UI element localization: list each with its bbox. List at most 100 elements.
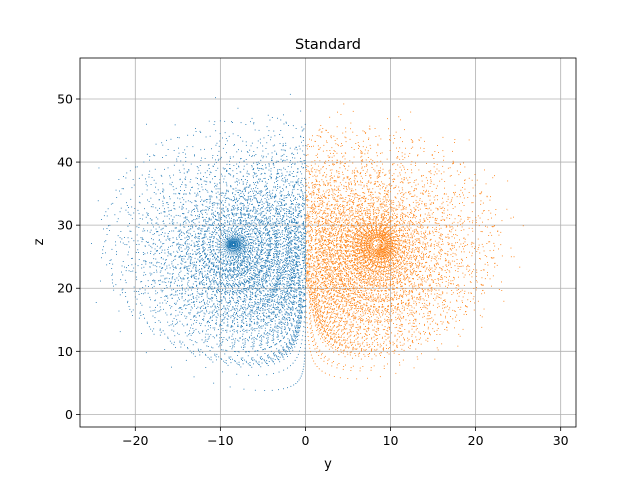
scatter-point: [226, 240, 228, 242]
scatter-point: [207, 300, 208, 302]
scatter-point: [243, 246, 245, 248]
scatter-point: [261, 334, 262, 336]
scatter-point: [268, 301, 270, 303]
scatter-point: [275, 257, 277, 259]
scatter-point: [230, 245, 232, 247]
scatter-point: [286, 299, 288, 301]
scatter-point: [209, 258, 211, 260]
scatter-point: [176, 250, 178, 252]
scatter-point: [273, 338, 275, 340]
scatter-point: [242, 342, 244, 344]
scatter-point: [117, 235, 119, 237]
scatter-point: [275, 249, 277, 251]
scatter-point: [231, 213, 233, 215]
scatter-point: [166, 215, 168, 217]
scatter-point: [240, 298, 242, 300]
scatter-point: [256, 282, 258, 284]
scatter-point: [248, 304, 249, 306]
scatter-point: [209, 199, 211, 200]
scatter-point: [273, 162, 274, 164]
scatter-point: [250, 233, 251, 235]
scatter-point: [253, 336, 255, 338]
scatter-point: [280, 169, 282, 171]
scatter-point: [169, 267, 171, 269]
scatter-point: [219, 289, 221, 290]
scatter-point: [305, 199, 306, 201]
scatter-point: [284, 160, 286, 162]
scatter-point: [297, 254, 299, 256]
scatter-point: [202, 246, 204, 248]
scatter-point: [252, 211, 254, 212]
scatter-point: [212, 165, 214, 167]
scatter-point: [274, 308, 276, 310]
scatter-point: [237, 332, 238, 334]
scatter-point: [265, 228, 267, 230]
scatter-point: [253, 363, 254, 365]
scatter-point: [230, 238, 232, 239]
scatter-point: [217, 289, 219, 290]
scatter-point: [245, 266, 247, 268]
scatter-point: [220, 252, 222, 254]
scatter-point: [239, 248, 241, 250]
scatter-point: [237, 251, 239, 253]
scatter-point: [124, 237, 125, 238]
scatter-point: [143, 260, 145, 262]
scatter-point: [254, 243, 256, 245]
scatter-point: [246, 245, 248, 246]
scatter-point: [223, 317, 225, 319]
scatter-point: [301, 373, 303, 375]
scatter-point: [267, 322, 269, 324]
scatter-point: [239, 242, 241, 244]
scatter-point: [184, 293, 186, 295]
scatter-point: [205, 184, 207, 185]
scatter-point: [222, 137, 223, 139]
scatter-point: [209, 224, 211, 226]
scatter-point: [293, 280, 295, 282]
scatter-point: [249, 273, 250, 275]
scatter-point: [241, 226, 243, 228]
scatter-point: [231, 238, 233, 240]
scatter-point: [287, 324, 289, 326]
scatter-point: [225, 250, 227, 252]
scatter-point: [286, 197, 288, 198]
scatter-point: [175, 227, 177, 229]
scatter-point: [252, 169, 254, 171]
scatter-point: [179, 285, 180, 287]
scatter-point: [250, 334, 252, 336]
scatter-point: [103, 228, 104, 230]
scatter-point: [227, 260, 228, 262]
scatter-point: [176, 237, 177, 239]
scatter-point: [201, 257, 203, 259]
scatter-point: [277, 279, 279, 280]
scatter-point: [286, 228, 287, 230]
scatter-point: [159, 253, 161, 254]
scatter-point: [281, 314, 283, 316]
scatter-point: [233, 241, 235, 243]
scatter-point: [233, 258, 235, 260]
scatter-point: [195, 278, 197, 280]
scatter-point: [289, 353, 291, 354]
scatter-point: [162, 191, 164, 193]
scatter-point: [201, 186, 203, 188]
scatter-point: [274, 226, 275, 228]
scatter-point: [242, 307, 243, 309]
scatter-point: [208, 276, 209, 278]
scatter-point: [199, 272, 201, 274]
scatter-point: [290, 334, 292, 336]
scatter-point: [280, 353, 282, 355]
scatter-point: [111, 274, 113, 276]
scatter-point: [294, 236, 295, 238]
scatter-point: [172, 276, 174, 278]
scatter-point: [202, 189, 204, 191]
scatter-point: [218, 227, 219, 228]
scatter-point: [178, 169, 180, 171]
scatter-point: [254, 301, 256, 302]
scatter-point: [180, 314, 182, 315]
scatter-point: [244, 198, 246, 200]
scatter-point: [251, 219, 253, 221]
scatter-point: [193, 209, 194, 210]
scatter-point: [246, 267, 248, 269]
scatter-point: [224, 316, 226, 318]
scatter-point: [241, 245, 242, 247]
scatter-point: [255, 238, 257, 240]
